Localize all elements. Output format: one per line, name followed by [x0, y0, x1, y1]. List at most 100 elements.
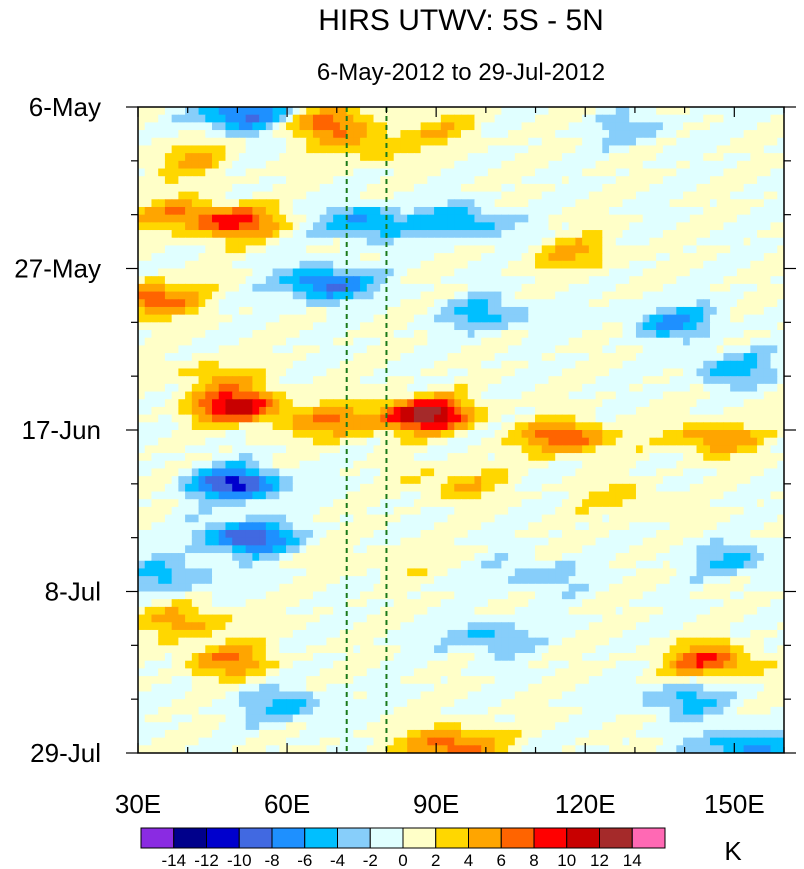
heatmap-cell — [333, 391, 341, 400]
heatmap-cell — [393, 199, 402, 208]
heatmap-cell — [151, 168, 159, 177]
heatmap-cell — [386, 268, 395, 277]
heatmap-cell — [487, 453, 496, 462]
heatmap-cell — [487, 353, 496, 362]
heatmap-cell — [185, 145, 193, 154]
heatmap-cell — [407, 330, 415, 339]
heatmap-cell — [252, 153, 260, 162]
heatmap-cell — [339, 453, 348, 462]
heatmap-cell — [474, 453, 482, 462]
heatmap-cell — [326, 453, 334, 462]
heatmap-cell — [467, 368, 476, 377]
heatmap-cell — [245, 168, 253, 177]
heatmap-cell — [218, 330, 227, 339]
heatmap-cell — [238, 114, 247, 123]
heatmap-cell — [763, 491, 772, 500]
heatmap-cell — [427, 291, 435, 300]
heatmap-cell — [555, 391, 563, 400]
heatmap-cell — [386, 499, 395, 508]
heatmap-cell — [757, 153, 765, 162]
heatmap-cell — [683, 453, 691, 462]
heatmap-cell — [757, 322, 765, 331]
heatmap-cell — [508, 368, 516, 377]
heatmap-cell — [709, 322, 718, 331]
heatmap-cell — [481, 391, 489, 400]
heatmap-cell — [561, 276, 570, 285]
heatmap-cell — [212, 276, 220, 285]
heatmap-cell — [508, 460, 516, 470]
heatmap-cell — [178, 383, 186, 393]
heatmap-cell — [676, 391, 684, 400]
heatmap-cell — [373, 306, 381, 316]
heatmap-cell — [245, 483, 253, 493]
heatmap-cell — [326, 483, 334, 493]
heatmap-cell — [252, 168, 260, 177]
heatmap-cell — [649, 437, 657, 446]
heatmap-cell — [151, 445, 159, 454]
heatmap-cell — [353, 330, 361, 339]
heatmap-cell — [171, 299, 179, 308]
heatmap-cell — [447, 260, 455, 270]
heatmap-cell — [582, 483, 590, 493]
heatmap-cell — [588, 453, 597, 462]
heatmap-cell — [669, 199, 677, 208]
heatmap-cell — [353, 314, 361, 323]
heatmap-cell — [279, 214, 287, 223]
heatmap-cell — [561, 222, 570, 231]
heatmap-cell — [474, 230, 482, 239]
heatmap-cell — [178, 168, 186, 177]
heatmap-cell — [413, 253, 422, 262]
heatmap-cell — [481, 468, 489, 477]
heatmap-cell — [225, 468, 233, 477]
heatmap-cell — [232, 406, 240, 416]
heatmap-cell — [185, 422, 193, 431]
heatmap-cell — [481, 191, 489, 200]
heatmap-cell — [528, 160, 536, 170]
heatmap-cell — [669, 230, 677, 239]
heatmap-cell — [232, 491, 240, 500]
heatmap-cell — [629, 260, 637, 270]
heatmap-cell — [521, 237, 529, 247]
heatmap-cell — [319, 276, 328, 285]
heatmap-cell — [286, 314, 294, 323]
heatmap-cell — [454, 376, 462, 385]
heatmap-cell — [757, 330, 765, 339]
heatmap-cell — [225, 330, 233, 339]
heatmap-cell — [461, 330, 469, 339]
heatmap-cell — [158, 183, 166, 193]
heatmap-cell — [393, 299, 402, 308]
heatmap-cell — [440, 222, 449, 231]
heatmap-cell — [494, 114, 502, 123]
heatmap-cell — [528, 314, 536, 323]
heatmap-cell — [279, 491, 287, 500]
heatmap-cell — [689, 453, 698, 462]
heatmap-cell — [386, 314, 395, 323]
heatmap-cell — [346, 245, 354, 254]
heatmap-cell — [723, 291, 731, 300]
heatmap-cell — [501, 122, 509, 131]
heatmap-cell — [649, 291, 657, 300]
heatmap-cell — [393, 176, 402, 185]
heatmap-cell — [191, 360, 200, 370]
heatmap-cell — [158, 306, 166, 316]
heatmap-cell — [494, 345, 502, 354]
heatmap-cell — [723, 222, 731, 231]
heatmap-cell — [696, 176, 704, 185]
heatmap-cell — [763, 145, 772, 154]
heatmap-cell — [312, 468, 321, 477]
heatmap-cell — [420, 199, 428, 208]
heatmap-cell — [380, 160, 388, 170]
heatmap-cell — [508, 445, 516, 454]
heatmap-cell — [346, 499, 354, 508]
heatmap-cell — [461, 437, 469, 446]
heatmap-cell — [730, 368, 738, 377]
heatmap-cell — [649, 368, 657, 377]
heatmap-cell — [158, 107, 166, 116]
heatmap-cell — [346, 314, 354, 323]
heatmap-cell — [353, 268, 361, 277]
heatmap-cell — [393, 491, 402, 500]
heatmap-cell — [252, 122, 260, 131]
heatmap-cell — [683, 206, 691, 216]
heatmap-cell — [272, 337, 280, 346]
heatmap-cell — [656, 314, 664, 323]
